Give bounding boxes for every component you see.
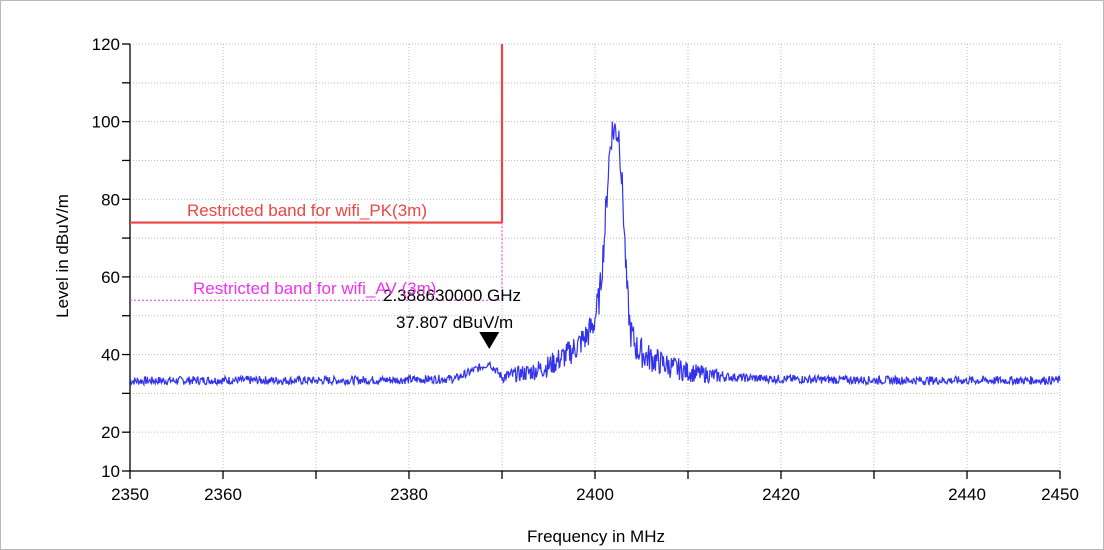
y-tick-label: 120 <box>92 35 120 54</box>
y-tick-label: 10 <box>101 462 120 481</box>
x-tick-label: 2420 <box>762 485 800 504</box>
grid-layer <box>130 43 1061 471</box>
y-tick-label: 40 <box>101 346 120 365</box>
marker-level-label: 37.807 dBuV/m <box>396 313 513 332</box>
x-tick-label: 2350 <box>111 485 149 504</box>
y-axis-title: Level in dBuV/m <box>53 194 72 318</box>
marker-triangle <box>479 332 500 350</box>
x-tick-label: 2360 <box>204 485 242 504</box>
y-tick-label: 100 <box>92 113 120 132</box>
marker-frequency-label: 2.388630000 GHz <box>383 286 521 305</box>
x-tick-label: 2380 <box>390 485 428 504</box>
x-tick-label: 2440 <box>948 485 986 504</box>
x-tick-label: 2400 <box>576 485 614 504</box>
x-axis-title: Frequency in MHz <box>527 527 665 546</box>
limit-lines-layer <box>130 44 504 301</box>
axis-layer <box>122 43 1061 479</box>
limit-line-pk-label: Restricted band for wifi_PK(3m) <box>187 201 427 220</box>
y-tick-label: 60 <box>101 268 120 287</box>
label-layer: 10 20 40 60 80 100 120 2350 2360 2380 2400 2420 2440… <box>92 35 1079 504</box>
x-tick-label: 2450 <box>1041 485 1079 504</box>
limit-line-av-label: Restricted band for wifi_AV (3m) <box>193 279 436 298</box>
trace-layer <box>129 121 1061 387</box>
y-tick-label: 20 <box>101 423 120 442</box>
y-tick-label: 80 <box>101 190 120 209</box>
spectrum-trace <box>129 121 1061 387</box>
